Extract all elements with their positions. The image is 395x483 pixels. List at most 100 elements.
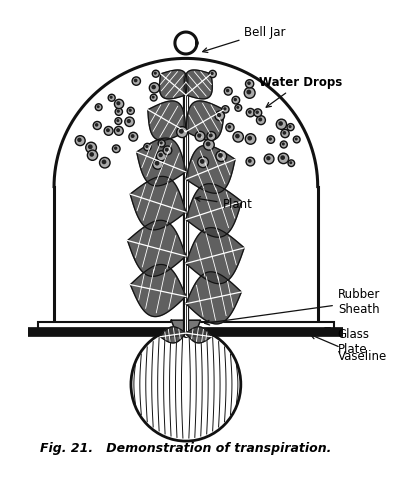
Polygon shape xyxy=(186,101,224,141)
Circle shape xyxy=(160,141,163,144)
Circle shape xyxy=(127,107,134,114)
Circle shape xyxy=(215,111,224,121)
Circle shape xyxy=(88,144,93,149)
Circle shape xyxy=(211,72,214,75)
Circle shape xyxy=(75,136,85,145)
Circle shape xyxy=(235,104,242,111)
Text: Bell Jar: Bell Jar xyxy=(203,26,286,53)
Text: Vaseline: Vaseline xyxy=(310,334,387,363)
Circle shape xyxy=(144,143,151,151)
Circle shape xyxy=(235,134,240,139)
Circle shape xyxy=(226,123,234,131)
Circle shape xyxy=(113,145,120,153)
Circle shape xyxy=(244,87,255,98)
Circle shape xyxy=(152,70,159,77)
Bar xyxy=(38,322,334,329)
Circle shape xyxy=(100,157,110,168)
Circle shape xyxy=(128,109,132,112)
Circle shape xyxy=(152,96,155,99)
Circle shape xyxy=(223,107,226,111)
Text: Glass
Plate: Glass Plate xyxy=(325,327,370,356)
Circle shape xyxy=(203,140,214,150)
Circle shape xyxy=(222,106,229,113)
Circle shape xyxy=(248,159,252,163)
Circle shape xyxy=(282,131,286,135)
Circle shape xyxy=(288,125,292,128)
Circle shape xyxy=(295,138,298,141)
Circle shape xyxy=(95,123,98,127)
Circle shape xyxy=(289,161,292,164)
Text: Fig. 21.   Demonstration of transpiration.: Fig. 21. Demonstration of transpiration. xyxy=(40,442,331,455)
Circle shape xyxy=(145,145,149,148)
Circle shape xyxy=(149,83,160,93)
Circle shape xyxy=(87,150,98,160)
Circle shape xyxy=(163,146,172,155)
Circle shape xyxy=(293,136,300,143)
Circle shape xyxy=(151,85,156,89)
Circle shape xyxy=(86,142,96,153)
Circle shape xyxy=(233,132,243,142)
Circle shape xyxy=(280,141,287,148)
Circle shape xyxy=(288,160,295,167)
Circle shape xyxy=(152,159,163,169)
Circle shape xyxy=(114,127,123,135)
Text: Plant: Plant xyxy=(196,197,252,212)
Polygon shape xyxy=(137,138,186,186)
Circle shape xyxy=(216,151,227,161)
Polygon shape xyxy=(160,70,187,99)
Circle shape xyxy=(280,155,285,160)
Polygon shape xyxy=(186,227,244,284)
Circle shape xyxy=(198,157,209,168)
Polygon shape xyxy=(186,272,241,324)
Text: Water Drops: Water Drops xyxy=(259,76,342,107)
Circle shape xyxy=(165,148,169,152)
Circle shape xyxy=(267,136,275,143)
Circle shape xyxy=(236,106,239,109)
Circle shape xyxy=(246,108,255,117)
Circle shape xyxy=(132,77,141,85)
Circle shape xyxy=(93,121,101,129)
Circle shape xyxy=(256,115,265,125)
Circle shape xyxy=(195,131,205,141)
Circle shape xyxy=(134,79,137,82)
Circle shape xyxy=(246,80,254,88)
Polygon shape xyxy=(185,70,213,99)
Polygon shape xyxy=(171,320,201,331)
Circle shape xyxy=(207,132,216,141)
Circle shape xyxy=(106,128,110,132)
Circle shape xyxy=(115,118,122,125)
Circle shape xyxy=(247,136,252,141)
Circle shape xyxy=(246,89,251,95)
Circle shape xyxy=(179,129,184,134)
Circle shape xyxy=(247,81,251,85)
Polygon shape xyxy=(130,265,186,316)
Circle shape xyxy=(95,104,102,111)
Circle shape xyxy=(217,113,221,117)
Circle shape xyxy=(115,99,124,109)
Text: Rubber
Sheath: Rubber Sheath xyxy=(205,288,380,325)
Circle shape xyxy=(266,156,271,160)
Circle shape xyxy=(232,96,240,104)
Circle shape xyxy=(177,127,188,138)
Circle shape xyxy=(228,125,231,128)
Circle shape xyxy=(155,161,160,166)
Circle shape xyxy=(102,159,106,164)
Circle shape xyxy=(200,159,205,164)
Circle shape xyxy=(117,110,120,113)
Circle shape xyxy=(77,138,82,142)
Circle shape xyxy=(89,152,94,157)
Circle shape xyxy=(254,109,262,117)
Circle shape xyxy=(109,96,113,99)
Circle shape xyxy=(125,117,134,127)
Circle shape xyxy=(158,140,165,147)
Polygon shape xyxy=(148,101,186,141)
Circle shape xyxy=(158,153,163,157)
Circle shape xyxy=(108,94,115,101)
Circle shape xyxy=(115,108,122,115)
Circle shape xyxy=(127,119,131,123)
Circle shape xyxy=(287,124,294,131)
Polygon shape xyxy=(186,327,211,343)
Circle shape xyxy=(150,94,157,101)
Circle shape xyxy=(114,146,117,150)
Circle shape xyxy=(246,157,255,166)
